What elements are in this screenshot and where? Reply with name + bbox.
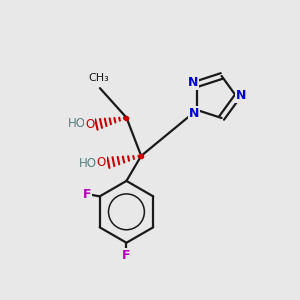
Text: N: N <box>236 89 247 102</box>
Text: N: N <box>188 76 199 89</box>
Text: N: N <box>189 107 199 120</box>
Text: O: O <box>97 156 106 169</box>
Text: CH₃: CH₃ <box>88 73 109 83</box>
Text: HO: HO <box>68 117 85 130</box>
Text: HO: HO <box>79 157 97 170</box>
Text: F: F <box>83 188 92 201</box>
Text: F: F <box>122 249 131 262</box>
Text: O: O <box>85 118 94 131</box>
